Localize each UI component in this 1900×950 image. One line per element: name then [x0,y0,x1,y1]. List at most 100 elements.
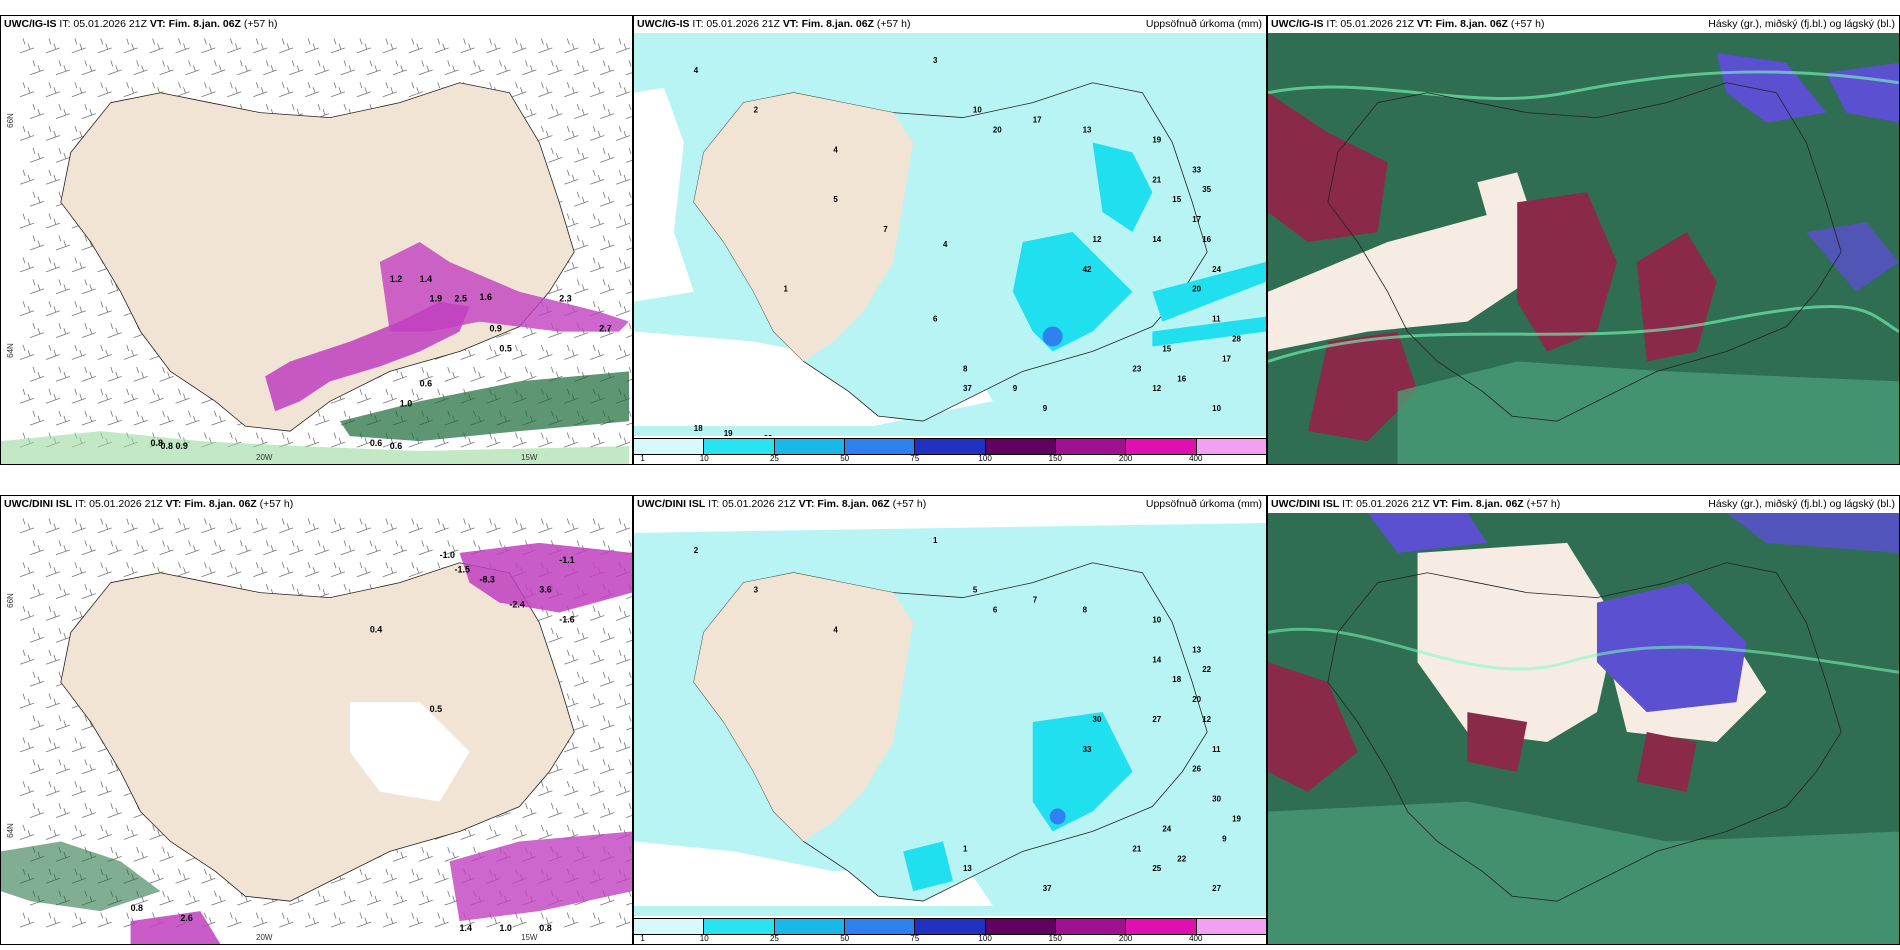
wind-barb [71,912,86,928]
wind-barb [564,912,579,928]
wind-barb [564,781,579,797]
wind-barb [382,82,397,98]
wind-barb [486,518,501,534]
valid-label: VT: [1432,498,1449,510]
wind-barb [444,846,459,862]
wind-barb [159,410,174,426]
high-cloud-light [1397,361,1899,464]
low-cloud [1726,513,1899,553]
high-cloud-edge [1268,70,1899,100]
value-label: 0.8 [160,441,172,451]
colorbar-swatch [915,439,986,454]
mid-cloud [1268,92,1388,243]
colorbar-tick: 400 [1189,454,1203,463]
wind-barb [460,38,475,54]
wind-barb [590,344,605,360]
value-label: 27 [1212,884,1221,893]
panel-dini-wind: UWC/DINI ISL IT: 05.01.2026 21Z VT: Fim.… [0,495,633,945]
wind-barb [616,605,631,621]
wind-barb [81,366,96,382]
wind-barb [382,868,397,884]
model-name: UWC/DINI ISL [4,498,73,510]
wind-barb [418,890,433,906]
mid-cloud [1268,662,1358,792]
wind-barb [107,60,122,76]
value-label: 17 [1192,215,1201,224]
map-svg [1268,33,1899,464]
wind-barb [434,518,449,534]
field-title: Uppsöfnuð úrkoma (mm) [1145,498,1262,510]
wind-barb [45,912,61,928]
wind-barb [382,388,397,404]
wind-barb [19,605,35,621]
wind-barb [625,279,632,295]
wind-barb [253,562,268,578]
value-label: 7 [1033,596,1038,605]
value-label: 4 [694,66,699,75]
value-label: 30 [1093,715,1102,724]
wind-barb [382,518,397,534]
wind-barb [55,410,71,426]
init-time: IT: 05.01.2026 21Z [692,18,780,30]
wind-barb [29,627,45,643]
model-name: UWC/IG-IS [1271,18,1324,30]
value-label: 16 [1177,374,1186,383]
mid-cloud [1467,712,1528,772]
lon-label: 20W [256,933,273,942]
wind-barb [201,518,216,534]
value-label: 4 [833,145,838,154]
value-label: 10 [973,106,982,115]
wind-barb [71,301,86,317]
mid-cloud [1636,731,1697,792]
wind-barb [123,344,138,360]
wind-barb [159,890,174,906]
wind-barb [625,60,632,76]
value-label: -1.6 [559,614,574,624]
wind-barb [185,60,200,76]
panel-header: UWC/DINI ISL IT: 05.01.2026 21Z VT: Fim.… [1,496,632,513]
wind-barb [408,38,423,54]
wind-barb [97,824,112,840]
wind-barb [29,410,45,426]
init-time: IT: 05.01.2026 21Z [75,498,163,510]
wind-barb [263,60,278,76]
wind-barb [211,410,226,426]
wind-barb [444,60,459,76]
wind-barb [19,518,35,534]
colorbar-swatch [634,439,705,454]
high-cloud-edge [1268,305,1899,363]
value-label: 13 [1192,645,1201,654]
wind-barb [159,366,174,382]
colorbar: 1 10 25 50 75 100 150 200 400 [634,916,1266,944]
wind-barb [356,562,372,578]
wind-barb [97,781,112,797]
valid-label: VT: [149,18,166,30]
lon-label: 20W [256,453,273,462]
wind-barb [133,410,148,426]
value-label: 0.8 [131,903,143,913]
wind-barb [512,432,527,448]
wind-barb [564,169,579,185]
wind-barb [590,82,605,98]
wind-barb [19,824,35,840]
wind-barb [19,82,35,98]
wind-barb [19,562,35,578]
wind-barb [211,60,226,76]
value-label: 2.7 [599,324,611,334]
value-label: 26 [1192,765,1201,774]
precip-max [1042,326,1063,347]
wind-barb [574,147,589,163]
colorbar-ticks: 1 10 25 50 75 100 150 200 400 [634,454,1266,464]
value-label: 4 [943,240,948,249]
wind-barb [29,759,45,775]
wind-barb [227,518,242,534]
colorbar-tick: 400 [1189,934,1203,943]
precip-rain [1,431,630,464]
wind-barb [314,410,330,426]
colorbar-swatch [844,439,916,454]
wind-barb [538,824,553,840]
valid-label: VT: [1416,18,1433,30]
value-label: 1.2 [390,274,402,284]
wind-barb [616,125,631,141]
wind-barb [548,627,563,643]
